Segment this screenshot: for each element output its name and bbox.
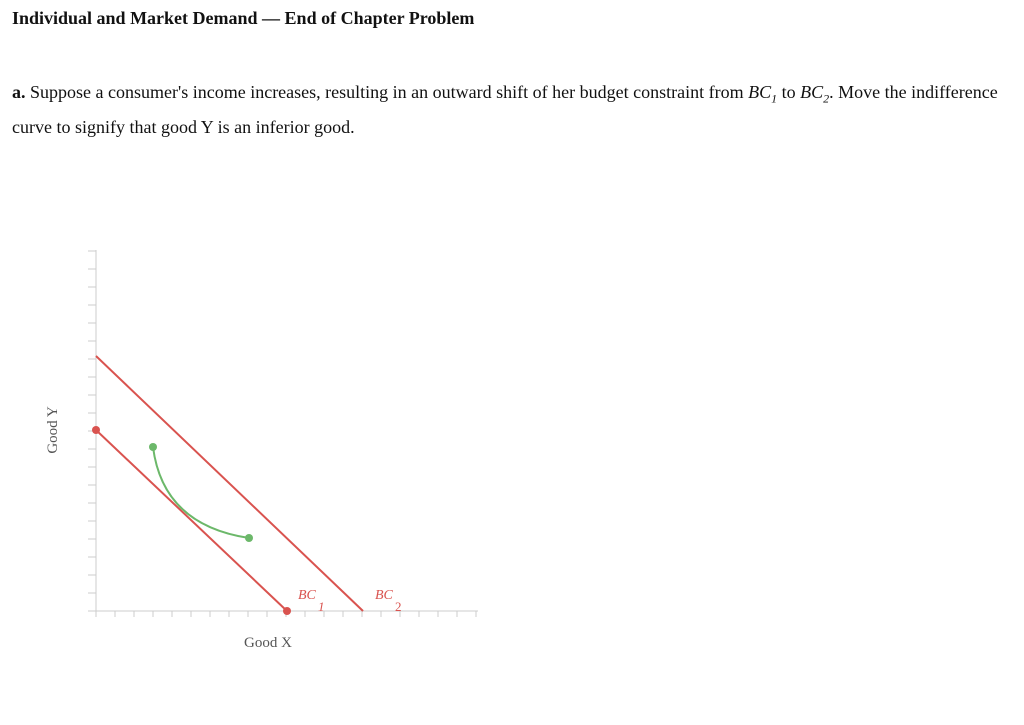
bc1-sub: 1 <box>771 91 778 106</box>
question: a. Suppose a consumer's income increases… <box>12 78 1002 141</box>
x-axis-label: Good X <box>244 635 292 651</box>
bc1-name: BC <box>748 82 772 102</box>
bc2-subscript: 2 <box>395 599 402 614</box>
question-label: a. <box>12 82 26 102</box>
bc1-label: BC <box>298 588 317 603</box>
indifference-curve[interactable] <box>152 446 250 539</box>
bc1-subscript: 1 <box>318 599 325 614</box>
bc1-line <box>95 429 288 612</box>
y-axis-label: Good Y <box>45 406 61 454</box>
question-text: Suppose a consumer's income increases, r… <box>30 82 749 102</box>
question-text: . Move the indifference curve to signify… <box>12 82 998 137</box>
curve-handle[interactable] <box>245 534 253 542</box>
bc2-line <box>95 355 364 612</box>
bc2-label: BC <box>375 588 394 603</box>
curve-handle[interactable] <box>149 443 157 451</box>
bc-handle[interactable] <box>92 426 100 434</box>
question-text: to <box>777 82 801 102</box>
bc2-sub: 2 <box>823 91 830 106</box>
bc-handle[interactable] <box>283 607 291 615</box>
bc2-name: BC <box>800 82 824 102</box>
title: Individual and Market Demand — End of Ch… <box>12 8 475 28</box>
